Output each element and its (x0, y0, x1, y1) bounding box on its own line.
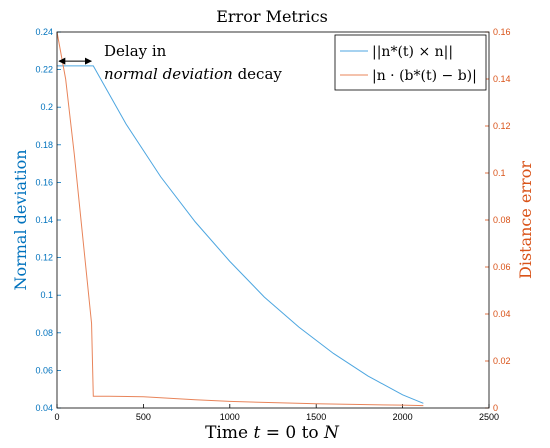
series-normal-deviation-line (57, 65, 424, 404)
y-left-tick-label: 0.04 (35, 403, 53, 413)
chart-title: Error Metrics (216, 7, 328, 26)
x-tick-label: 1000 (220, 412, 240, 422)
annotation-rest: decay (233, 65, 283, 83)
series (56, 31, 424, 407)
annotation-line-2: normal deviation decay (104, 65, 282, 83)
y-left-tick-label: 0.18 (35, 140, 53, 150)
x-tick-label: 0 (54, 412, 59, 422)
y-right-tick-label: 0.08 (493, 215, 511, 225)
legend: ||n*(t) × n|| |n · (b*(t) − b)| (334, 34, 487, 91)
legend-label-normal: ||n*(t) × n|| (372, 44, 453, 60)
annotation-italic: normal deviation (104, 65, 233, 83)
x-tick-label: 2000 (393, 412, 413, 422)
y-right-tick-label: 0.1 (493, 168, 506, 178)
legend-box (334, 34, 487, 91)
y-left-tick-label: 0.16 (35, 177, 53, 187)
x-axis-label: Time t = 0 to N (205, 423, 340, 443)
y-right-tick-label: 0.14 (493, 74, 511, 84)
y-right-tick-label: 0.16 (493, 27, 511, 37)
x-tick-label: 1500 (306, 412, 326, 422)
y-left-tick-label: 0.1 (40, 290, 53, 300)
y-left-tick-label: 0.06 (35, 365, 53, 375)
delay-annotation: Delay in normal deviation decay (58, 42, 282, 83)
y-right-tick-label: 0.12 (493, 121, 511, 131)
y-right-tick-label: 0 (493, 403, 498, 413)
plot-frame (56, 31, 490, 409)
y-left-tick-label: 0.14 (35, 215, 53, 225)
y-left-tick-label: 0.12 (35, 253, 53, 263)
x-tick-label: 500 (136, 412, 151, 422)
annotation-line-1: Delay in (104, 42, 167, 60)
y-left-tick-label: 0.22 (35, 65, 53, 75)
legend-label-distance: |n · (b*(t) − b)| (372, 68, 477, 84)
y-right-tick-label: 0.02 (493, 356, 511, 366)
x-tick-label: 2500 (479, 412, 499, 422)
y-axis-right-label: Distance error (516, 161, 535, 279)
y-axis-left-label: Normal deviation (11, 149, 30, 290)
y-left-tick-label: 0.24 (35, 27, 53, 37)
series-distance-error-line (56, 31, 424, 407)
y-left-tick-label: 0.08 (35, 328, 53, 338)
y-right-tick-label: 0.06 (493, 262, 511, 272)
y-left-tick-label: 0.2 (40, 102, 53, 112)
y-right-tick-label: 0.04 (493, 309, 511, 319)
